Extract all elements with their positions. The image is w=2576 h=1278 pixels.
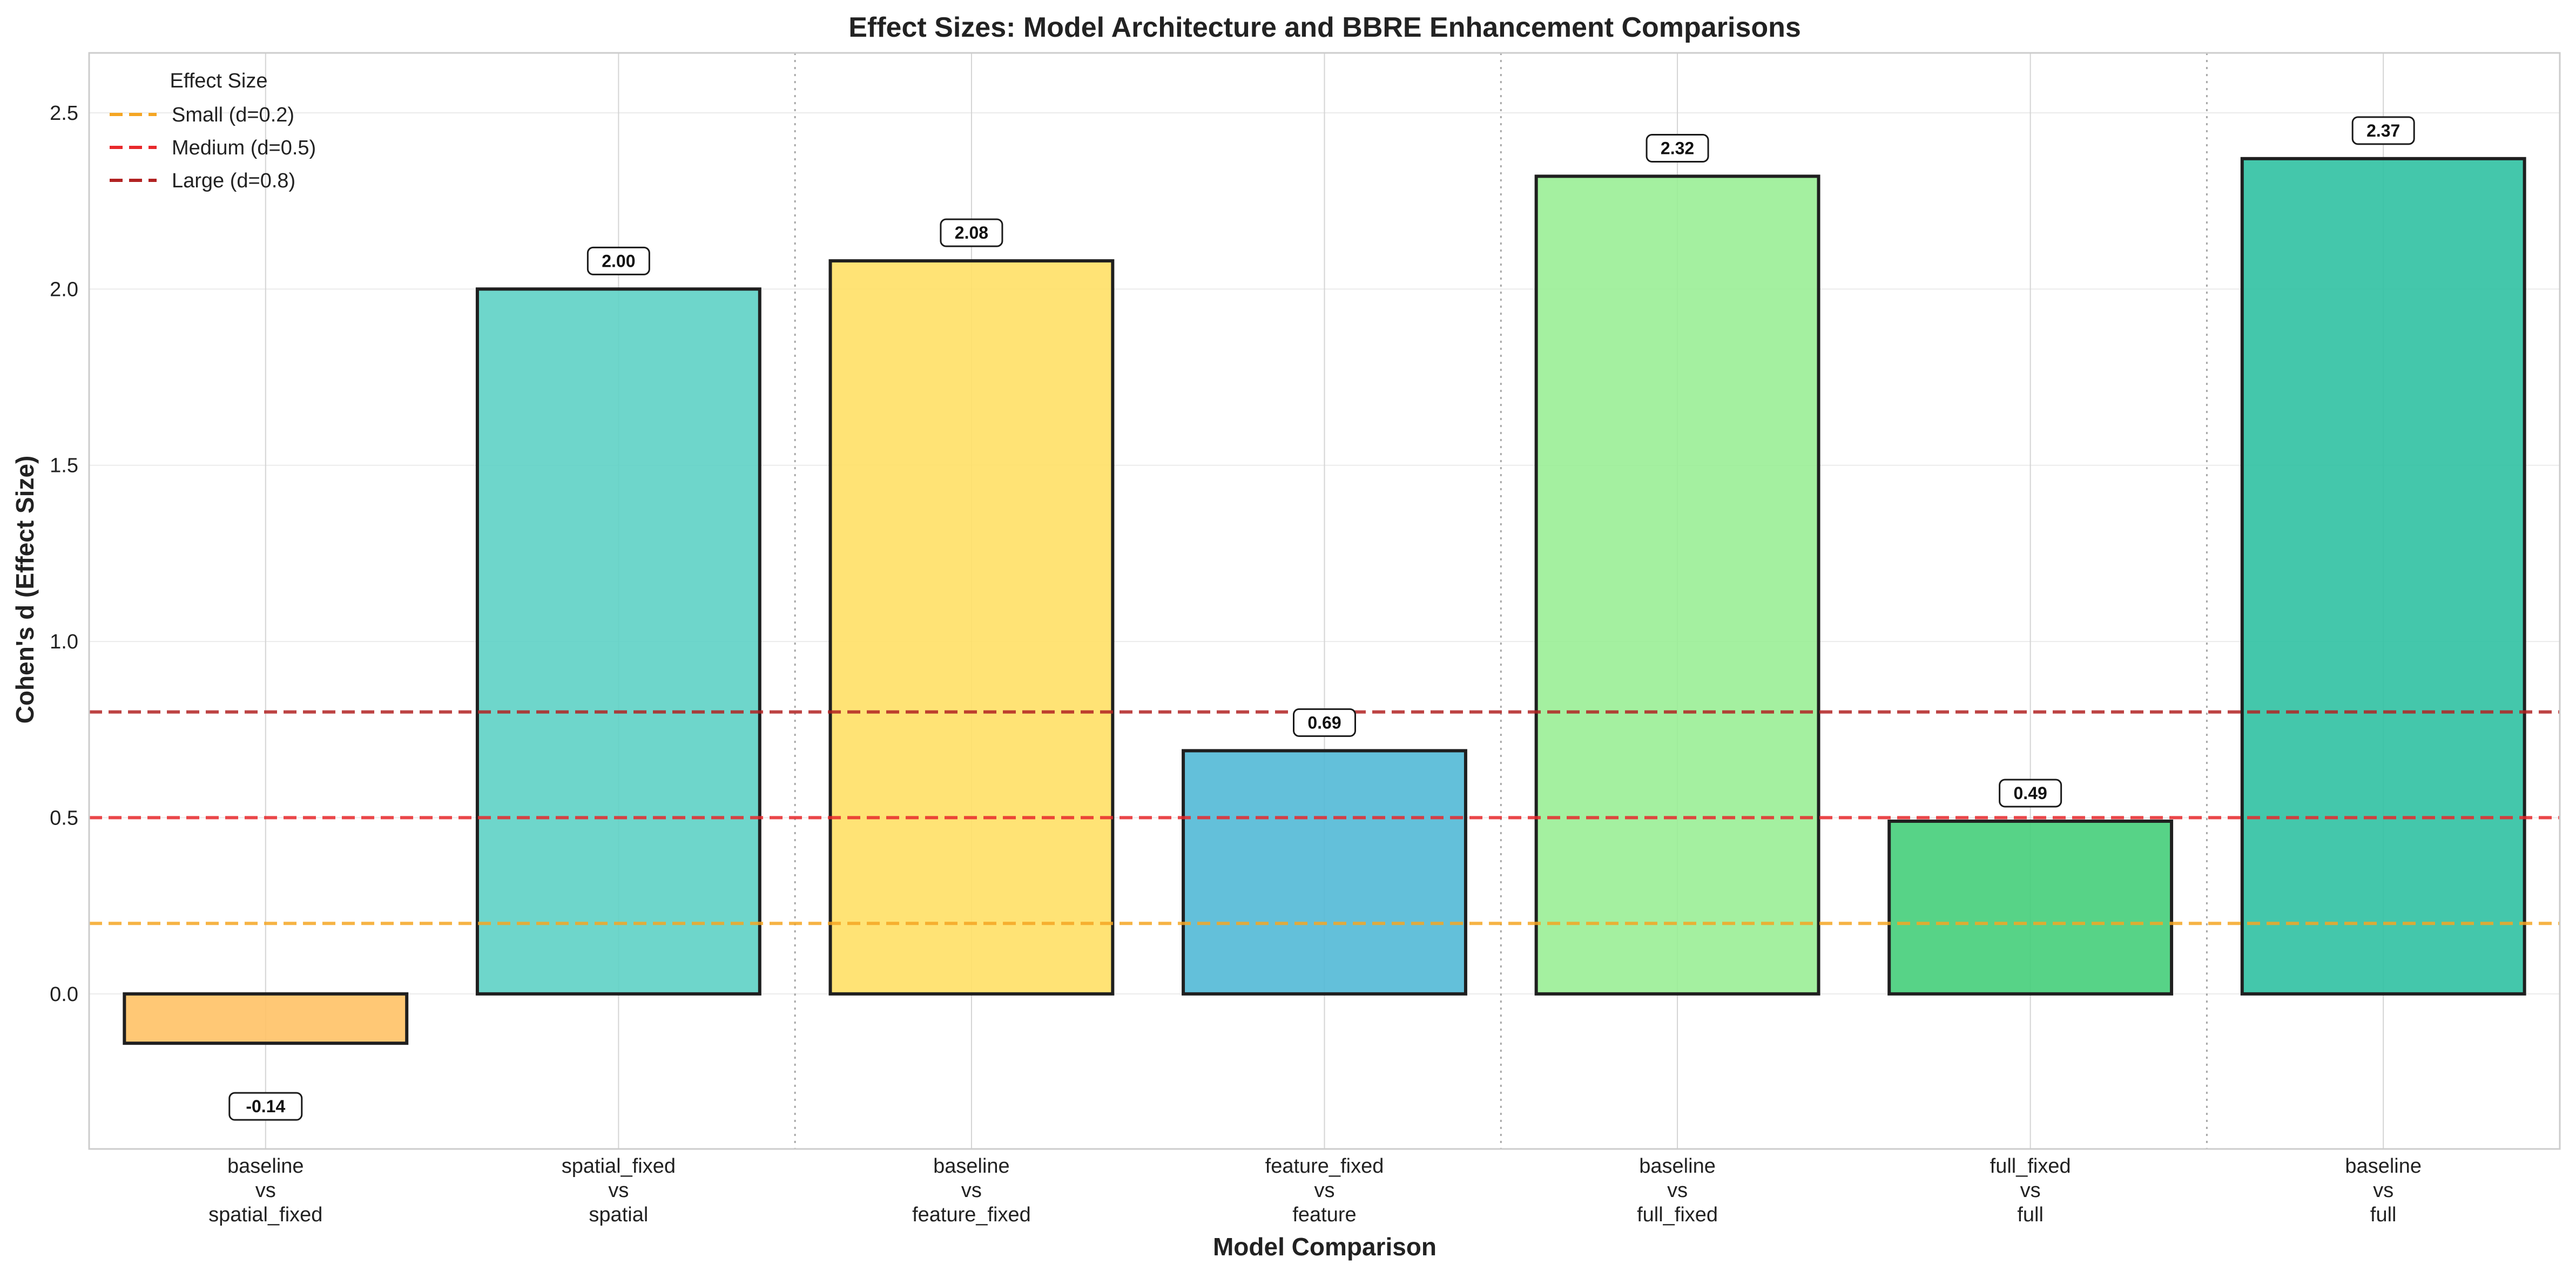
y-tick-label: 0.0 [50, 983, 78, 1006]
bar [1887, 819, 2174, 996]
bar [1534, 174, 1820, 996]
y-tick-label: 1.5 [50, 455, 78, 477]
value-label-text: 2.00 [602, 251, 635, 271]
legend: Effect Size Small (d=0.2) Medium (d=0.5) La… [110, 70, 316, 192]
value-label-text: 2.08 [955, 223, 988, 242]
value-label-box [586, 246, 650, 275]
value-label-box [940, 218, 1003, 247]
bar [2240, 157, 2526, 996]
x-tick-label: full_fixed vs full [1990, 1155, 2071, 1226]
value-label: -0.14 [228, 1092, 303, 1121]
value-labels: -0.14 2.00 2.08 0.69 2.32 0.49 2.37 [228, 116, 2415, 1121]
value-label: 2.37 [2351, 116, 2415, 145]
x-tick-label: baseline vs full [2345, 1155, 2422, 1226]
value-label: 2.32 [1646, 133, 1709, 163]
x-tick-label: feature_fixed vs feature [1265, 1155, 1384, 1226]
value-label-box [1999, 779, 2062, 808]
legend-label: Large (d=0.8) [172, 170, 295, 192]
value-label: 0.49 [1999, 779, 2062, 808]
legend-title: Effect Size [170, 70, 268, 92]
value-label-box [228, 1092, 303, 1121]
y-tick-label: 2.5 [50, 102, 78, 125]
y-axis-ticks: 0.0 0.5 1.0 1.5 2.0 2.5 [50, 102, 78, 1006]
value-label-box [2351, 116, 2415, 145]
legend-item: Small (d=0.2) [110, 104, 294, 126]
x-tick-label: baseline vs full_fixed [1637, 1155, 1718, 1226]
x-tick-label: baseline vs feature_fixed [912, 1155, 1031, 1226]
value-label-box [1646, 133, 1709, 163]
legend-label: Small (d=0.2) [172, 104, 294, 126]
value-label-text: 2.37 [2366, 121, 2400, 140]
bar [828, 259, 1115, 996]
bar [1182, 749, 1467, 996]
value-label-text: 2.32 [1661, 138, 1694, 158]
group-separators [794, 53, 2208, 1149]
y-tick-label: 2.0 [50, 278, 78, 301]
x-tick-label: baseline vs spatial_fixed [208, 1155, 322, 1226]
y-tick-label: 0.5 [50, 807, 78, 829]
legend-label: Medium (d=0.5) [172, 137, 316, 159]
value-label: 0.69 [1293, 708, 1356, 737]
legend-item: Medium (d=0.5) [110, 137, 316, 159]
plot-frame [88, 52, 2561, 1150]
x-axis-ticks: baseline vs spatial_fixed spatial_fixed vs sp… [208, 1155, 2422, 1226]
x-axis-title: Model Comparison [1213, 1233, 1437, 1261]
legend-item: Large (d=0.8) [110, 170, 295, 192]
value-label: 2.00 [586, 246, 650, 275]
bar [475, 287, 761, 996]
y-tick-label: 1.0 [50, 631, 78, 653]
value-label-text: 0.69 [1307, 713, 1341, 732]
value-label-text: 0.49 [2014, 783, 2047, 803]
x-tick-label: spatial_fixed vs spatial [562, 1155, 676, 1226]
value-label-text: -0.14 [246, 1097, 285, 1116]
value-label-box [1293, 708, 1356, 737]
bars [123, 157, 2526, 1045]
bar [123, 992, 409, 1045]
y-axis-title: Cohen's d (Effect Size) [11, 456, 39, 724]
value-label: 2.08 [940, 218, 1003, 247]
chart-title: Effect Sizes: Model Architecture and BBR… [848, 12, 1801, 43]
